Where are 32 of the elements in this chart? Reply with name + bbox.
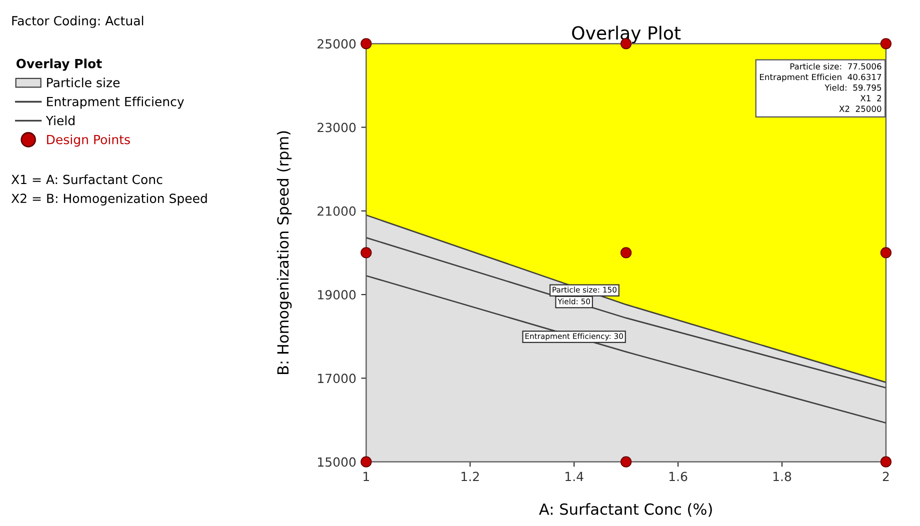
x-tick-label: 2 (882, 472, 889, 482)
x-tick-label: 1 (364, 472, 369, 482)
y-tick-label: 23000 (318, 122, 356, 132)
point (880, 456, 892, 468)
x-tick-label: 1.2 (462, 472, 479, 482)
text: Factor Coding: Actual (12, 16, 144, 28)
point (880, 38, 892, 50)
text: X1 = A: Surfactant Conc (11, 174, 162, 184)
y-tick-label: 21000 (318, 206, 356, 216)
point (360, 38, 372, 50)
chart-title: Overlay Plot (572, 26, 681, 44)
x-axis-title: A: Surfactant Conc (%) (539, 503, 712, 517)
x-tick-label: 1.4 (566, 472, 584, 482)
text: X2 = B: Homogenization Speed (11, 193, 207, 206)
y-tick-label: 25000 (318, 39, 356, 49)
legend-label: Yield (46, 116, 74, 126)
point (620, 247, 632, 258)
y-tick-label: 17000 (318, 374, 356, 384)
y-axis-title: B: Homogenization Speed (rpm) (276, 131, 292, 374)
point (880, 247, 892, 258)
point (360, 247, 372, 258)
x-tick-label: 1.6 (669, 472, 688, 482)
legend-label: Particle size (47, 78, 120, 88)
x-tick-label: 1.8 (773, 472, 792, 482)
point (360, 456, 372, 468)
legend-label: Design Points (47, 134, 130, 147)
point (620, 456, 632, 468)
legend-title: Overlay Plot (16, 58, 102, 71)
legend-label: Entrapment Efficiency (47, 96, 184, 109)
y-tick-label: 15000 (318, 457, 356, 467)
annotation: Particle size: 77.5006 Entrapment Efficien 40.6317 Yield: 59.795 X1 2 X2 25000 (760, 63, 882, 112)
y-tick-label: 19000 (318, 290, 356, 300)
